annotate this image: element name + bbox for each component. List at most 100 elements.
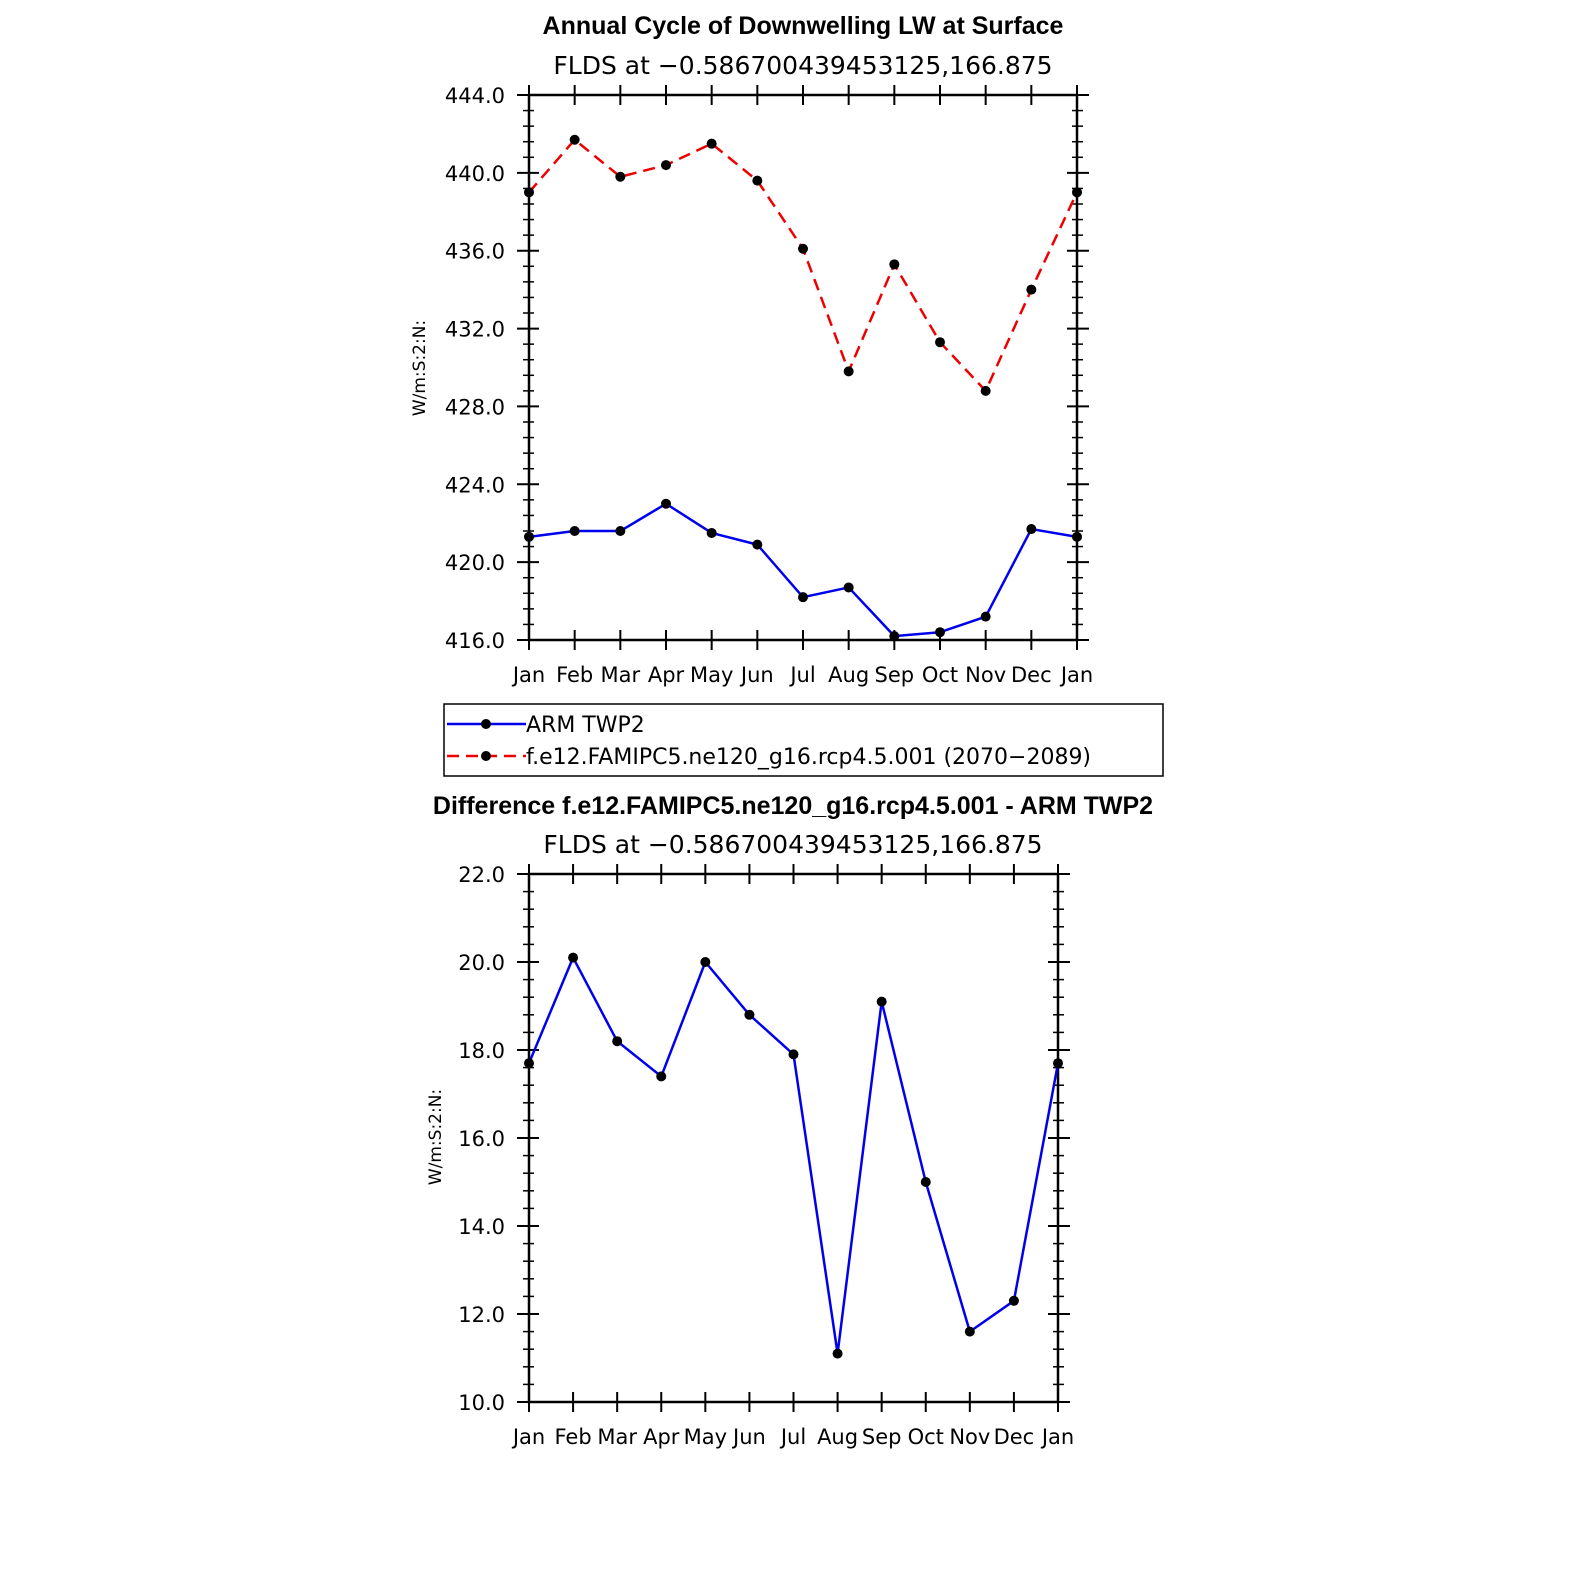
x-tick-label: Apr bbox=[648, 663, 685, 687]
data-point bbox=[1026, 524, 1037, 535]
x-tick-label: Sep bbox=[862, 1425, 902, 1449]
data-point bbox=[889, 259, 900, 270]
data-point bbox=[706, 527, 717, 538]
legend-box bbox=[443, 703, 1164, 777]
series-lines bbox=[527, 956, 1060, 1355]
data-point bbox=[798, 243, 808, 254]
data-point bbox=[615, 171, 626, 182]
y-tick-label: 436.0 bbox=[445, 240, 505, 264]
y-tick-label: 16.0 bbox=[458, 1127, 505, 1151]
plot-frame bbox=[527, 93, 1079, 642]
y-tick-label: 18.0 bbox=[458, 1039, 505, 1063]
series-lines bbox=[528, 138, 1079, 638]
data-point bbox=[752, 175, 763, 186]
chart-subtitle: FLDS at −0.586700439453125,166.875 bbox=[553, 51, 1052, 80]
data-point bbox=[1008, 1295, 1019, 1306]
data-point bbox=[568, 952, 579, 963]
x-tick-label: Dec bbox=[1011, 663, 1052, 687]
legend-entry-model: f.e12.FAMIPC5.ne120_g16.rcp4.5.001 (2070… bbox=[526, 745, 1091, 770]
series-line bbox=[527, 956, 1060, 1355]
x-tick-label: Aug bbox=[817, 1425, 858, 1449]
data-point bbox=[788, 1049, 799, 1060]
data-point bbox=[700, 957, 711, 967]
data-point bbox=[615, 526, 626, 536]
data-point bbox=[832, 1348, 843, 1359]
y-tick-label: 420.0 bbox=[445, 551, 505, 575]
data-point bbox=[935, 627, 945, 638]
x-tick-labels: Jan Feb Mar Apr May Jun Jul Aug Sep Oct Nov Dec Jan bbox=[511, 1425, 1074, 1449]
axis-ticks bbox=[517, 864, 1070, 1412]
y-tick-label: 440.0 bbox=[445, 162, 505, 186]
y-tick-label: 10.0 bbox=[458, 1391, 505, 1415]
x-tick-label: Mar bbox=[601, 663, 641, 687]
x-tick-label: Feb bbox=[554, 1425, 591, 1449]
data-point bbox=[980, 611, 991, 622]
x-tick-label: Jul bbox=[779, 1425, 806, 1449]
data-point bbox=[798, 592, 808, 603]
data-point bbox=[876, 996, 887, 1007]
axis-ticks bbox=[517, 85, 1089, 650]
y-tick-labels: 10.0 12.0 14.0 16.0 18.0 20.0 22.0 bbox=[458, 863, 505, 1415]
data-point bbox=[612, 1036, 623, 1047]
x-tick-label: Apr bbox=[643, 1425, 680, 1449]
y-axis-label: W/m:S:2:N: bbox=[426, 1089, 446, 1185]
x-tick-label: Nov bbox=[949, 1425, 990, 1449]
y-tick-label: 12.0 bbox=[458, 1303, 505, 1327]
x-tick-label: Mar bbox=[597, 1425, 637, 1449]
series-line bbox=[528, 138, 1079, 393]
series-line bbox=[528, 502, 1078, 638]
x-tick-label: Aug bbox=[828, 663, 869, 687]
y-tick-labels: 416.0 420.0 424.0 428.0 432.0 436.0 440.0 444.0 bbox=[445, 84, 505, 653]
data-point bbox=[661, 160, 671, 171]
plot-frame bbox=[527, 872, 1060, 1404]
data-point bbox=[964, 1326, 975, 1337]
data-point bbox=[1053, 1058, 1063, 1069]
legend: ARM TWP2 f.e12.FAMIPC5.ne120_g16.rcp4.5.… bbox=[443, 703, 1164, 777]
x-tick-label: Dec bbox=[994, 1425, 1035, 1449]
data-point bbox=[889, 631, 900, 642]
data-point bbox=[935, 337, 945, 348]
x-tick-label: Jun bbox=[731, 1425, 766, 1449]
data-point bbox=[524, 187, 534, 198]
x-tick-label: Jun bbox=[739, 663, 774, 687]
x-tick-label: Feb bbox=[556, 663, 593, 687]
data-point bbox=[569, 134, 580, 145]
y-axis-label: W/m:S:2:N: bbox=[410, 320, 430, 416]
data-point bbox=[843, 366, 854, 377]
data-point bbox=[1072, 187, 1082, 198]
data-point bbox=[1072, 531, 1082, 542]
chart-title: Annual Cycle of Downwelling LW at Surfac… bbox=[543, 12, 1064, 40]
x-tick-label: May bbox=[690, 663, 733, 687]
y-tick-label: 444.0 bbox=[445, 84, 505, 108]
y-tick-label: 20.0 bbox=[458, 951, 505, 975]
x-tick-label: May bbox=[684, 1425, 727, 1449]
x-tick-label: Jan bbox=[511, 1425, 545, 1449]
series-points bbox=[524, 952, 1063, 1359]
data-point bbox=[661, 498, 671, 509]
y-tick-label: 22.0 bbox=[458, 863, 505, 887]
data-point bbox=[843, 582, 854, 593]
x-tick-label: Jul bbox=[788, 663, 815, 687]
data-point bbox=[744, 1009, 755, 1020]
x-tick-label: Oct bbox=[908, 1425, 944, 1449]
y-tick-label: 14.0 bbox=[458, 1215, 505, 1239]
x-tick-label: Oct bbox=[922, 663, 958, 687]
data-point bbox=[656, 1071, 667, 1082]
data-point bbox=[752, 539, 763, 550]
chart-subtitle: FLDS at −0.586700439453125,166.875 bbox=[543, 830, 1042, 859]
legend-swatch-marker-obs bbox=[481, 719, 491, 729]
y-tick-label: 424.0 bbox=[445, 473, 505, 497]
x-tick-label: Jan bbox=[511, 663, 545, 687]
legend-swatch-marker-model bbox=[481, 751, 491, 761]
data-point bbox=[524, 1058, 534, 1069]
x-tick-label: Nov bbox=[965, 663, 1006, 687]
panel-difference: Difference f.e12.FAMIPC5.ne120_g16.rcp4.… bbox=[426, 792, 1153, 1449]
y-tick-label: 428.0 bbox=[445, 395, 505, 419]
panel-annual-cycle: Annual Cycle of Downwelling LW at Surfac… bbox=[410, 12, 1093, 687]
data-point bbox=[1026, 284, 1037, 295]
data-point bbox=[980, 385, 991, 396]
y-tick-label: 416.0 bbox=[445, 629, 505, 653]
x-tick-label: Jan bbox=[1059, 663, 1093, 687]
x-tick-label: Sep bbox=[875, 663, 915, 687]
